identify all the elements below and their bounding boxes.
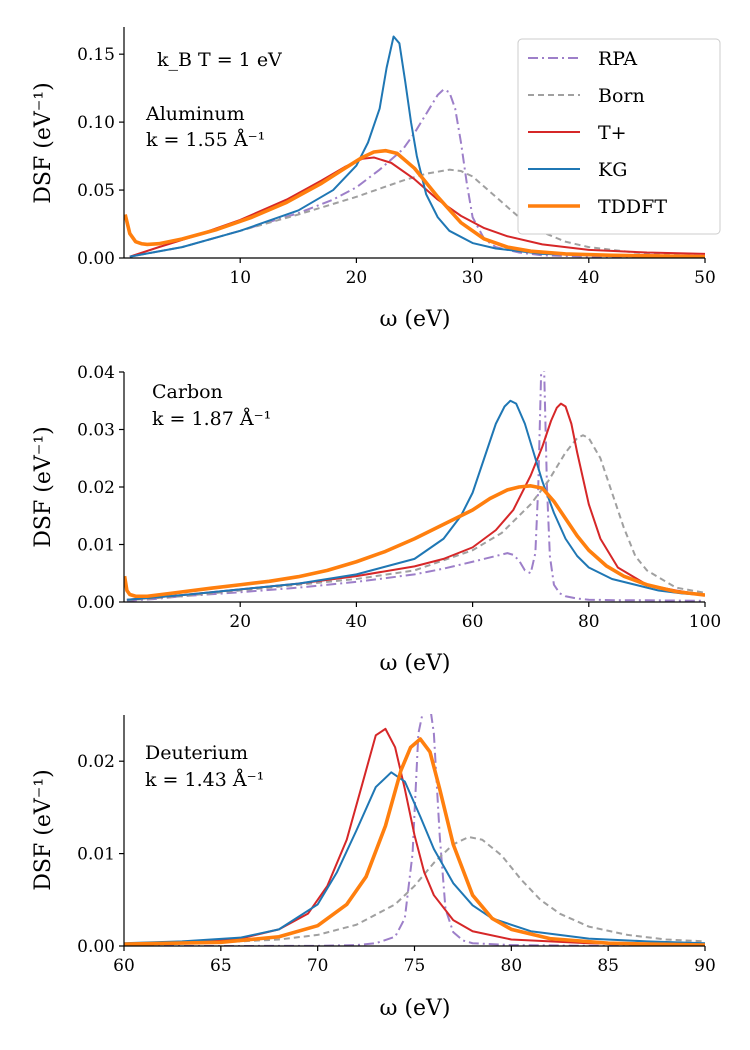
deuterium-x-tick-label: 75	[404, 956, 426, 976]
aluminum-series-rpa	[129, 88, 705, 258]
deuterium-series-born	[124, 835, 705, 946]
carbon-y-tick-label: 0.02	[77, 478, 115, 498]
carbon-k-label: k = 1.87 Å⁻¹	[152, 408, 271, 430]
deuterium-xlabel: ω (eV)	[379, 996, 450, 1021]
carbon-series	[124, 371, 705, 602]
aluminum-xlabel: ω (eV)	[379, 307, 450, 332]
aluminum-y-tick-label: 0.05	[77, 181, 115, 201]
aluminum-series-tddft	[124, 148, 705, 258]
deuterium-x-tick-label: 90	[694, 956, 716, 976]
carbon-axes: 20 40 60 80 100 0.00 0.01 0.02 0.03 0.04	[77, 363, 721, 632]
legend-frame	[517, 38, 721, 235]
deuterium-ylabel: DSF (eV⁻¹)	[31, 769, 56, 890]
carbon-x-tick-label: 80	[578, 612, 600, 632]
deuterium-y-tick-label: 0.00	[77, 937, 115, 957]
deuterium-panel: 60 65 70 75 80 85 90 0.00 0.01 0.02 ω (eV) DSF (e…	[31, 714, 716, 1021]
carbon-series-tplus	[126, 402, 705, 601]
deuterium-k-label: k = 1.43 Å⁻¹	[145, 769, 264, 791]
aluminum-series-born	[129, 168, 705, 258]
aluminum-y-tick-label: 0.15	[77, 45, 115, 65]
carbon-y-tick-label: 0.00	[77, 593, 115, 613]
deuterium-x-tick-label: 85	[597, 956, 619, 976]
deuterium-x-tick-label: 70	[307, 956, 329, 976]
carbon-x-tick-label: 60	[462, 612, 484, 632]
carbon-x-tick-label: 40	[346, 612, 368, 632]
legend: RPA Born T+ KG TDDFT	[517, 38, 721, 235]
aluminum-y-tick-label: 0.00	[77, 249, 115, 269]
aluminum-y-tick-label: 0.10	[77, 113, 115, 133]
aluminum-panel: 10 20 30 40 50 0.00 0.05 0.10 0.15 ω (eV) DSF (e…	[31, 27, 721, 332]
aluminum-x-tick-label: 30	[462, 268, 484, 288]
deuterium-axes: 60 65 70 75 80 85 90 0.00 0.01 0.02	[77, 715, 716, 976]
carbon-x-tick-label: 20	[229, 612, 251, 632]
legend-label-tddft: TDDFT	[598, 196, 667, 218]
aluminum-series-kg	[129, 35, 705, 258]
deuterium-series-kg	[124, 771, 705, 945]
deuterium-series	[124, 714, 705, 946]
legend-label-born: Born	[598, 85, 645, 107]
carbon-y-tick-label: 0.04	[77, 363, 115, 383]
carbon-x-tick-label: 100	[689, 612, 721, 632]
aluminum-series	[124, 35, 705, 258]
deuterium-x-tick-label: 60	[113, 956, 135, 976]
aluminum-ylabel: DSF (eV⁻¹)	[31, 82, 56, 203]
aluminum-x-tick-label: 20	[346, 268, 368, 288]
carbon-y-tick-label: 0.03	[77, 421, 115, 441]
deuterium-material-label: Deuterium	[145, 742, 248, 764]
deuterium-y-tick-label: 0.01	[77, 845, 115, 865]
carbon-series-born	[126, 434, 705, 602]
aluminum-axes: 10 20 30 40 50 0.00 0.05 0.10 0.15	[77, 27, 716, 288]
carbon-series-rpa	[126, 371, 705, 602]
legend-entries: RPA Born T+ KG TDDFT	[528, 48, 667, 218]
deuterium-series-rpa	[124, 714, 705, 946]
carbon-panel: 20 40 60 80 100 0.00 0.01 0.02 0.03 0.04 ω (eV) D…	[31, 363, 721, 676]
carbon-y-tick-label: 0.01	[77, 536, 115, 556]
aluminum-material-label: Aluminum	[145, 103, 245, 125]
legend-label-kg: KG	[598, 159, 627, 181]
carbon-series-tddft	[124, 484, 705, 599]
temperature-annotation: k_B T = 1 eV	[157, 49, 282, 71]
aluminum-x-tick-label: 50	[694, 268, 716, 288]
aluminum-x-tick-label: 40	[578, 268, 600, 288]
carbon-series-kg	[126, 399, 705, 601]
legend-label-tplus: T+	[598, 122, 627, 144]
aluminum-x-tick-label: 10	[229, 268, 251, 288]
aluminum-k-label: k = 1.55 Å⁻¹	[146, 129, 265, 151]
deuterium-series-tddft	[124, 737, 705, 946]
deuterium-y-tick-label: 0.02	[77, 752, 115, 772]
carbon-xlabel: ω (eV)	[379, 651, 450, 676]
carbon-ylabel: DSF (eV⁻¹)	[31, 426, 56, 547]
legend-label-rpa: RPA	[598, 48, 637, 70]
carbon-material-label: Carbon	[152, 381, 223, 403]
deuterium-x-tick-label: 65	[210, 956, 232, 976]
deuterium-x-tick-label: 80	[501, 956, 523, 976]
